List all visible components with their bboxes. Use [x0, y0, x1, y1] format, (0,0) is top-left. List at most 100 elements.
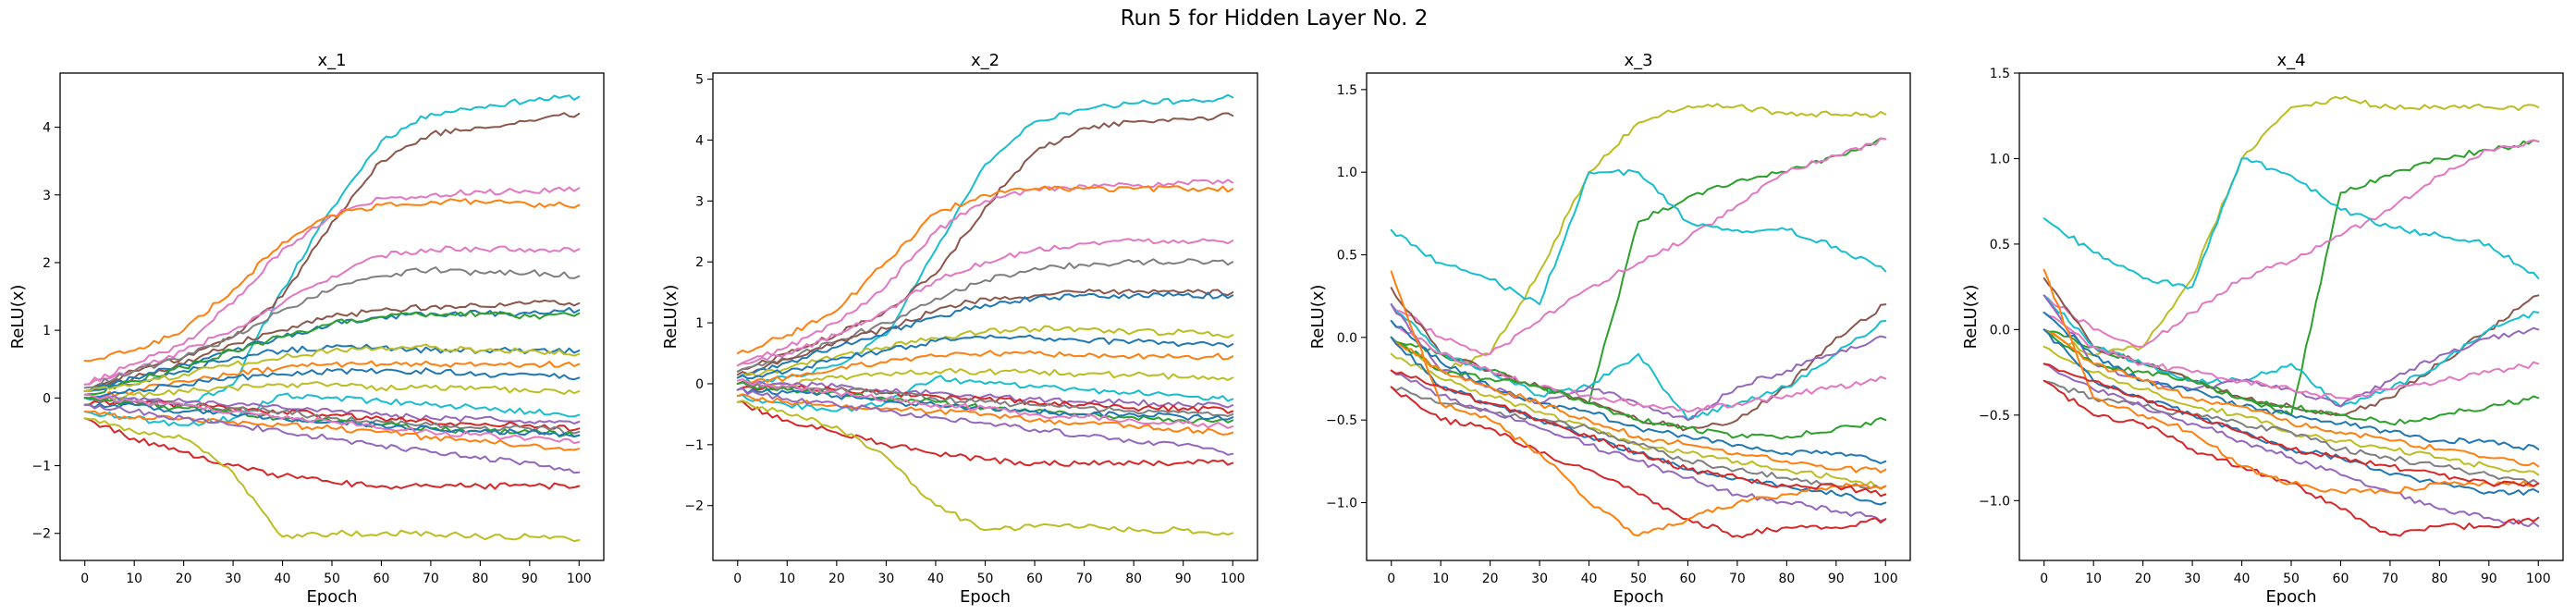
y-tick-label: 0.0: [1337, 331, 1357, 346]
x-tick-label: 10: [779, 572, 795, 586]
y-axis-label: ReLU(x): [661, 285, 681, 350]
series-line-16: [1390, 386, 1887, 539]
panel-title: x_1: [317, 51, 346, 70]
series-line-12: [736, 367, 1234, 391]
y-axis-label: ReLU(x): [1961, 285, 1981, 350]
x-tick-label: 70: [2382, 572, 2398, 586]
y-tick-label: 1: [695, 316, 704, 331]
y-tick-label: 0.5: [1337, 249, 1357, 264]
series-line-9: [1390, 336, 1887, 440]
series-line-14: [83, 381, 581, 406]
x-axis-label: Epoch: [1613, 587, 1663, 607]
y-tick-label: 3: [695, 194, 704, 209]
x-tick-label: 100: [2526, 572, 2551, 586]
series-line-11: [83, 343, 581, 392]
y-tick-label: −1.0: [1326, 496, 1357, 510]
x-tick-label: 20: [176, 572, 192, 586]
series-line-6: [1390, 303, 1887, 422]
series-line-20: [736, 393, 1234, 436]
x-tick-label: 70: [423, 572, 439, 586]
series-line-5: [83, 245, 581, 386]
series-line-13: [736, 375, 1234, 412]
series-line-11: [1390, 336, 1887, 474]
x-tick-label: 70: [1076, 572, 1093, 586]
series-line-23: [736, 400, 1234, 536]
series-line-24: [83, 417, 581, 490]
y-tick-label: 3: [43, 189, 51, 203]
x-tick-label: 0: [80, 572, 89, 586]
x-axis-label: Epoch: [306, 587, 357, 607]
series-line-4: [1390, 168, 1887, 306]
x-tick-label: 60: [1026, 572, 1043, 586]
x-tick-label: 40: [927, 572, 944, 586]
series-line-16: [83, 395, 581, 424]
series-line-3: [2042, 139, 2540, 348]
y-tick-label: −1: [31, 460, 51, 474]
y-tick-label: 4: [43, 121, 51, 136]
series-line-19: [736, 377, 1234, 429]
x-axis-label: Epoch: [2265, 587, 2316, 607]
series-line-8: [736, 291, 1234, 379]
x-tick-label: 40: [1581, 572, 1598, 586]
series-line-11: [736, 350, 1234, 385]
y-tick-label: 0.0: [1990, 323, 2010, 338]
x-tick-label: 90: [521, 572, 538, 586]
series-line-6: [736, 258, 1234, 373]
x-tick-label: 20: [2135, 572, 2152, 586]
x-tick-label: 40: [275, 572, 291, 586]
chart-panel-3: 0 10 20 30 40 50 60 70 80 90 100 −1.0 −0.5 0.0 0.5 1.0 1…: [1308, 51, 1911, 607]
y-tick-label: 5: [695, 73, 704, 88]
series-line-9: [2042, 328, 2540, 426]
x-tick-label: 50: [2283, 572, 2300, 586]
x-tick-label: 30: [225, 572, 241, 586]
series-line-4: [83, 198, 581, 363]
x-tick-label: 90: [1828, 572, 1845, 586]
x-tick-label: 60: [374, 572, 390, 586]
series-line-6: [2042, 294, 2540, 408]
chart-panel-2: 0 10 20 30 40 50 60 70 80 90 100 −2 −1 0 1 2 3 4 5 x_2 Epoch…: [661, 51, 1258, 607]
x-tick-label: 0: [2040, 572, 2048, 586]
y-tick-label: 4: [695, 133, 704, 148]
y-tick-label: 1.5: [1337, 83, 1357, 98]
panel-title: x_3: [1624, 51, 1652, 70]
series-line-3: [1390, 137, 1887, 356]
x-tick-label: 40: [2234, 572, 2251, 586]
series-line-18: [2042, 363, 2540, 487]
x-tick-label: 90: [2481, 572, 2497, 586]
x-tick-label: 80: [2431, 572, 2447, 586]
series-group: [1390, 103, 1887, 539]
series-line-11: [2042, 328, 2540, 468]
y-tick-label: 1.0: [1337, 166, 1357, 180]
series-line-8: [2042, 311, 2540, 400]
y-axis-label: ReLU(x): [8, 285, 28, 350]
x-tick-label: 10: [1432, 572, 1449, 586]
series-line-25: [83, 417, 581, 543]
x-tick-label: 80: [1778, 572, 1795, 586]
series-line-1: [1390, 103, 1887, 373]
series-line-6: [83, 266, 581, 389]
chart-panel-1: 0 10 20 30 40 50 60 70 80 90 100 −2 −1 0 1 2 3 4 x_1 Epoch R…: [8, 51, 605, 607]
series-line-7: [83, 299, 581, 392]
x-tick-label: 30: [1531, 572, 1548, 586]
x-tick-label: 0: [1387, 572, 1395, 586]
series-line-7: [736, 289, 1234, 376]
x-tick-label: 60: [1680, 572, 1697, 586]
y-tick-label: 0: [43, 391, 51, 406]
x-tick-label: 10: [2085, 572, 2102, 586]
panel-title: x_4: [2276, 51, 2305, 70]
x-tick-label: 100: [1221, 572, 1245, 586]
series-line-1: [2042, 95, 2540, 357]
series-line-21: [83, 393, 581, 445]
y-tick-label: 1.0: [1990, 152, 2010, 166]
series-line-15: [2042, 363, 2540, 528]
series-line-13: [83, 367, 581, 400]
series-line-17: [2042, 268, 2540, 495]
series-line-4: [736, 185, 1234, 354]
series-group: [83, 94, 581, 543]
series-line-14: [736, 380, 1234, 409]
x-axis-label: Epoch: [960, 587, 1011, 607]
y-tick-label: 0.5: [1990, 238, 2010, 252]
x-tick-label: 60: [2333, 572, 2349, 586]
series-group: [736, 93, 1234, 536]
